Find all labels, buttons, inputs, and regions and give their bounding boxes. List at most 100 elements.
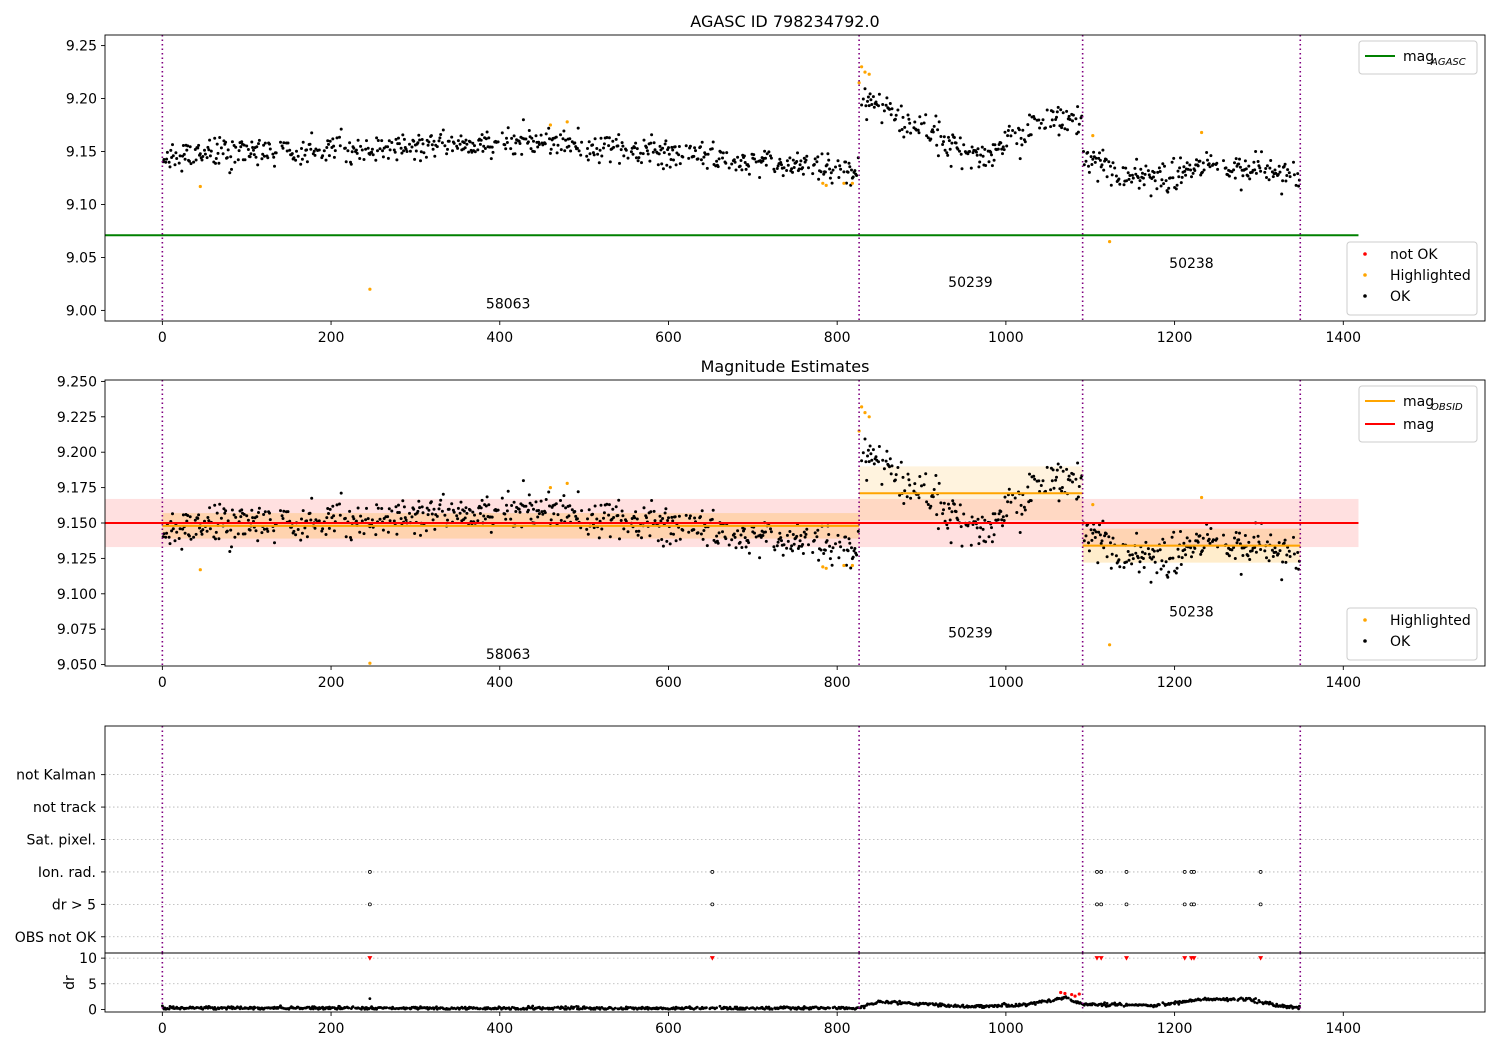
ok-point	[1259, 169, 1263, 173]
ok-point	[573, 141, 577, 145]
ok-point	[664, 507, 668, 511]
ok-point	[1144, 540, 1148, 544]
ok-point	[1037, 118, 1041, 122]
ok-point	[1051, 468, 1055, 472]
ok-point	[1273, 168, 1277, 172]
ok-point	[1186, 167, 1190, 171]
ok-point	[902, 502, 906, 505]
ok-point	[1122, 566, 1126, 569]
ok-point	[1271, 555, 1275, 558]
ok-point	[362, 158, 366, 161]
ok-point	[467, 150, 471, 154]
ok-point	[997, 512, 1001, 516]
ok-point	[541, 512, 545, 516]
ok-point	[711, 508, 715, 512]
ok-point	[1127, 558, 1131, 562]
ok-point	[1156, 549, 1160, 553]
obsid-label: 58063	[486, 647, 531, 663]
ok-point	[1150, 557, 1154, 561]
ok-point	[969, 166, 973, 170]
ok-point	[865, 478, 869, 482]
ok-point	[1052, 486, 1056, 490]
ok-point	[1007, 487, 1011, 491]
ok-point	[812, 538, 816, 542]
ok-point	[257, 511, 260, 514]
ok-point	[310, 131, 314, 135]
dr-point	[347, 1006, 351, 1010]
ok-point	[941, 143, 945, 146]
ok-point	[1058, 487, 1062, 491]
ok-point	[924, 113, 928, 117]
ok-point	[537, 140, 541, 144]
ok-point	[232, 513, 236, 517]
ok-point	[440, 141, 444, 145]
ok-point	[230, 508, 234, 512]
ok-point	[634, 156, 638, 160]
ok-point	[459, 500, 463, 504]
ok-point	[1060, 126, 1064, 130]
ok-point	[1162, 564, 1166, 568]
ok-point	[1060, 486, 1064, 489]
ok-point	[328, 139, 332, 143]
ok-point	[1090, 538, 1094, 542]
dr-not-ok-point	[1059, 990, 1063, 995]
ok-point	[907, 117, 911, 121]
ok-point	[1155, 571, 1159, 575]
ok-point	[1233, 176, 1237, 180]
ok-point	[1001, 145, 1005, 149]
ok-point	[870, 103, 874, 106]
x-tick-label: 1400	[1325, 1021, 1361, 1037]
ok-point	[951, 499, 955, 503]
ok-point	[272, 155, 276, 159]
ok-point	[701, 162, 705, 166]
ok-point	[175, 530, 179, 534]
ok-point	[1180, 556, 1184, 560]
ok-point	[397, 142, 401, 146]
ok-point	[839, 545, 843, 549]
ok-point	[761, 159, 765, 163]
obsid-label: 50239	[948, 275, 993, 291]
ok-point	[993, 512, 997, 516]
ok-point	[597, 536, 601, 540]
ok-point	[767, 150, 771, 154]
y-tick-label: 9.20	[66, 92, 97, 108]
ok-point	[214, 530, 218, 534]
flag-category-label: Sat. pixel.	[27, 833, 96, 849]
ok-point	[1094, 156, 1098, 160]
obsid-label: 50238	[1169, 604, 1214, 620]
ok-point	[224, 140, 228, 144]
legend-box	[1346, 241, 1478, 316]
ok-point	[602, 511, 606, 515]
ok-point	[868, 444, 872, 448]
ok-point	[395, 158, 399, 162]
ok-point	[386, 156, 390, 160]
ok-point	[838, 164, 842, 168]
ok-point	[263, 510, 267, 514]
ok-point	[1234, 157, 1238, 161]
ok-point	[292, 156, 296, 160]
ok-point	[634, 529, 638, 533]
ok-point	[898, 493, 902, 497]
ok-point	[880, 482, 884, 486]
ok-point	[990, 540, 994, 544]
ok-point	[308, 511, 312, 515]
ok-point	[672, 158, 675, 162]
ok-point	[294, 533, 298, 537]
ok-point	[1103, 534, 1107, 538]
legend-subscript: OBSID	[1431, 402, 1463, 413]
obsid-label: 58063	[486, 296, 531, 312]
ok-point	[935, 513, 939, 517]
ok-point	[268, 142, 271, 146]
ok-point	[861, 451, 865, 455]
ok-point	[952, 502, 956, 506]
ok-point	[561, 137, 565, 141]
ok-point	[205, 156, 209, 160]
ok-point	[344, 535, 348, 539]
ok-point	[958, 136, 962, 140]
ok-point	[692, 528, 696, 532]
ok-point	[1288, 175, 1292, 179]
ok-point	[268, 511, 271, 515]
ok-point	[214, 157, 218, 160]
ok-point	[234, 145, 238, 149]
ok-point	[426, 513, 430, 517]
